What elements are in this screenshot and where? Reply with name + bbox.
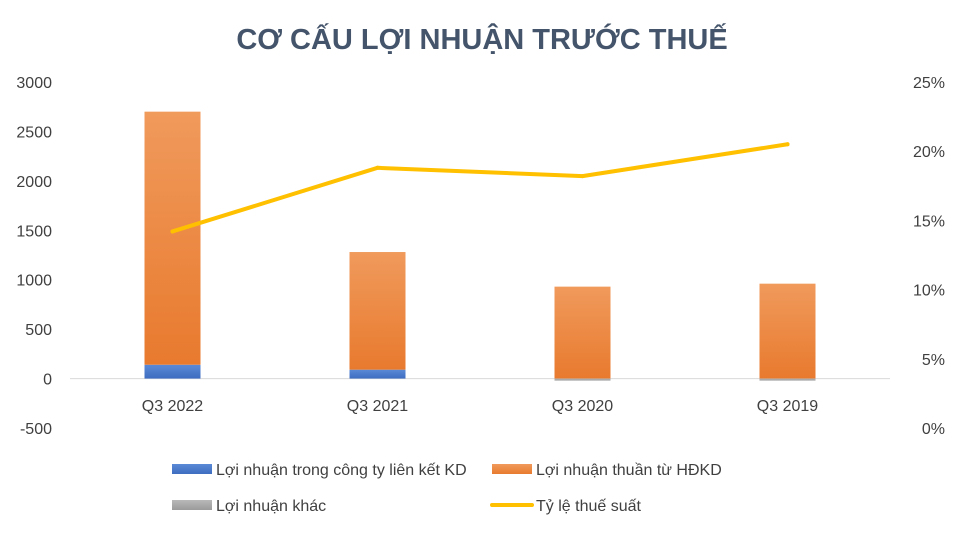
bar-1-3 <box>759 283 816 379</box>
left-tick-label: 3000 <box>16 75 52 92</box>
tax-rate-point <box>375 165 380 170</box>
right-tick-label: 15% <box>913 213 945 230</box>
bars-group <box>144 111 816 381</box>
tax-rate-point <box>170 229 175 234</box>
right-tick-label: 0% <box>922 421 945 438</box>
left-axis-ticks: 3000 2500 2000 1500 1000 500 0 -500 <box>16 75 52 438</box>
legend-swatch-2 <box>172 500 212 510</box>
category-label: Q3 2019 <box>757 398 818 415</box>
left-tick-label: 0 <box>43 372 52 389</box>
tax-rate-point <box>785 142 790 147</box>
right-axis-ticks: 25% 20% 15% 10% 5% 0% <box>913 75 945 438</box>
left-tick-label: 500 <box>25 322 52 339</box>
bar-0-0 <box>144 364 201 379</box>
right-tick-label: 10% <box>913 283 945 300</box>
tax-rate-point <box>580 174 585 179</box>
category-label: Q3 2022 <box>142 398 203 415</box>
left-tick-label: -500 <box>20 421 52 438</box>
legend-label-2: Lợi nhuận khác <box>216 498 326 515</box>
legend-label-3: Tỷ lệ thuế suất <box>536 498 642 515</box>
legend-swatch-1 <box>492 464 532 474</box>
category-labels: Q3 2022 Q3 2021 Q3 2020 Q3 2019 <box>142 398 818 415</box>
left-tick-label: 1000 <box>16 273 52 290</box>
right-tick-label: 5% <box>922 352 945 369</box>
bar-0-1 <box>349 369 406 379</box>
right-tick-label: 20% <box>913 144 945 161</box>
left-tick-label: 2000 <box>16 174 52 191</box>
bar-2-3 <box>759 378 816 381</box>
legend-label-1: Lợi nhuận thuần từ HĐKD <box>536 462 722 479</box>
tax-rate-line-group <box>170 142 790 234</box>
legend: Lợi nhuận trong công ty liên kết KD Lợi n… <box>172 462 722 515</box>
bar-2-2 <box>554 378 611 381</box>
category-label: Q3 2021 <box>347 398 408 415</box>
chart-title: CƠ CẤU LỢI NHUẬN TRƯỚC THUẾ <box>236 22 727 56</box>
tax-rate-line <box>170 142 790 234</box>
bar-1-1 <box>349 252 406 370</box>
legend-label-0: Lợi nhuận trong công ty liên kết KD <box>216 462 467 479</box>
left-tick-label: 2500 <box>16 124 52 141</box>
bar-1-2 <box>554 286 611 379</box>
left-tick-label: 1500 <box>16 223 52 240</box>
category-label: Q3 2020 <box>552 398 613 415</box>
legend-swatch-0 <box>172 464 212 474</box>
bar-1-0 <box>144 111 201 365</box>
right-tick-label: 25% <box>913 75 945 92</box>
